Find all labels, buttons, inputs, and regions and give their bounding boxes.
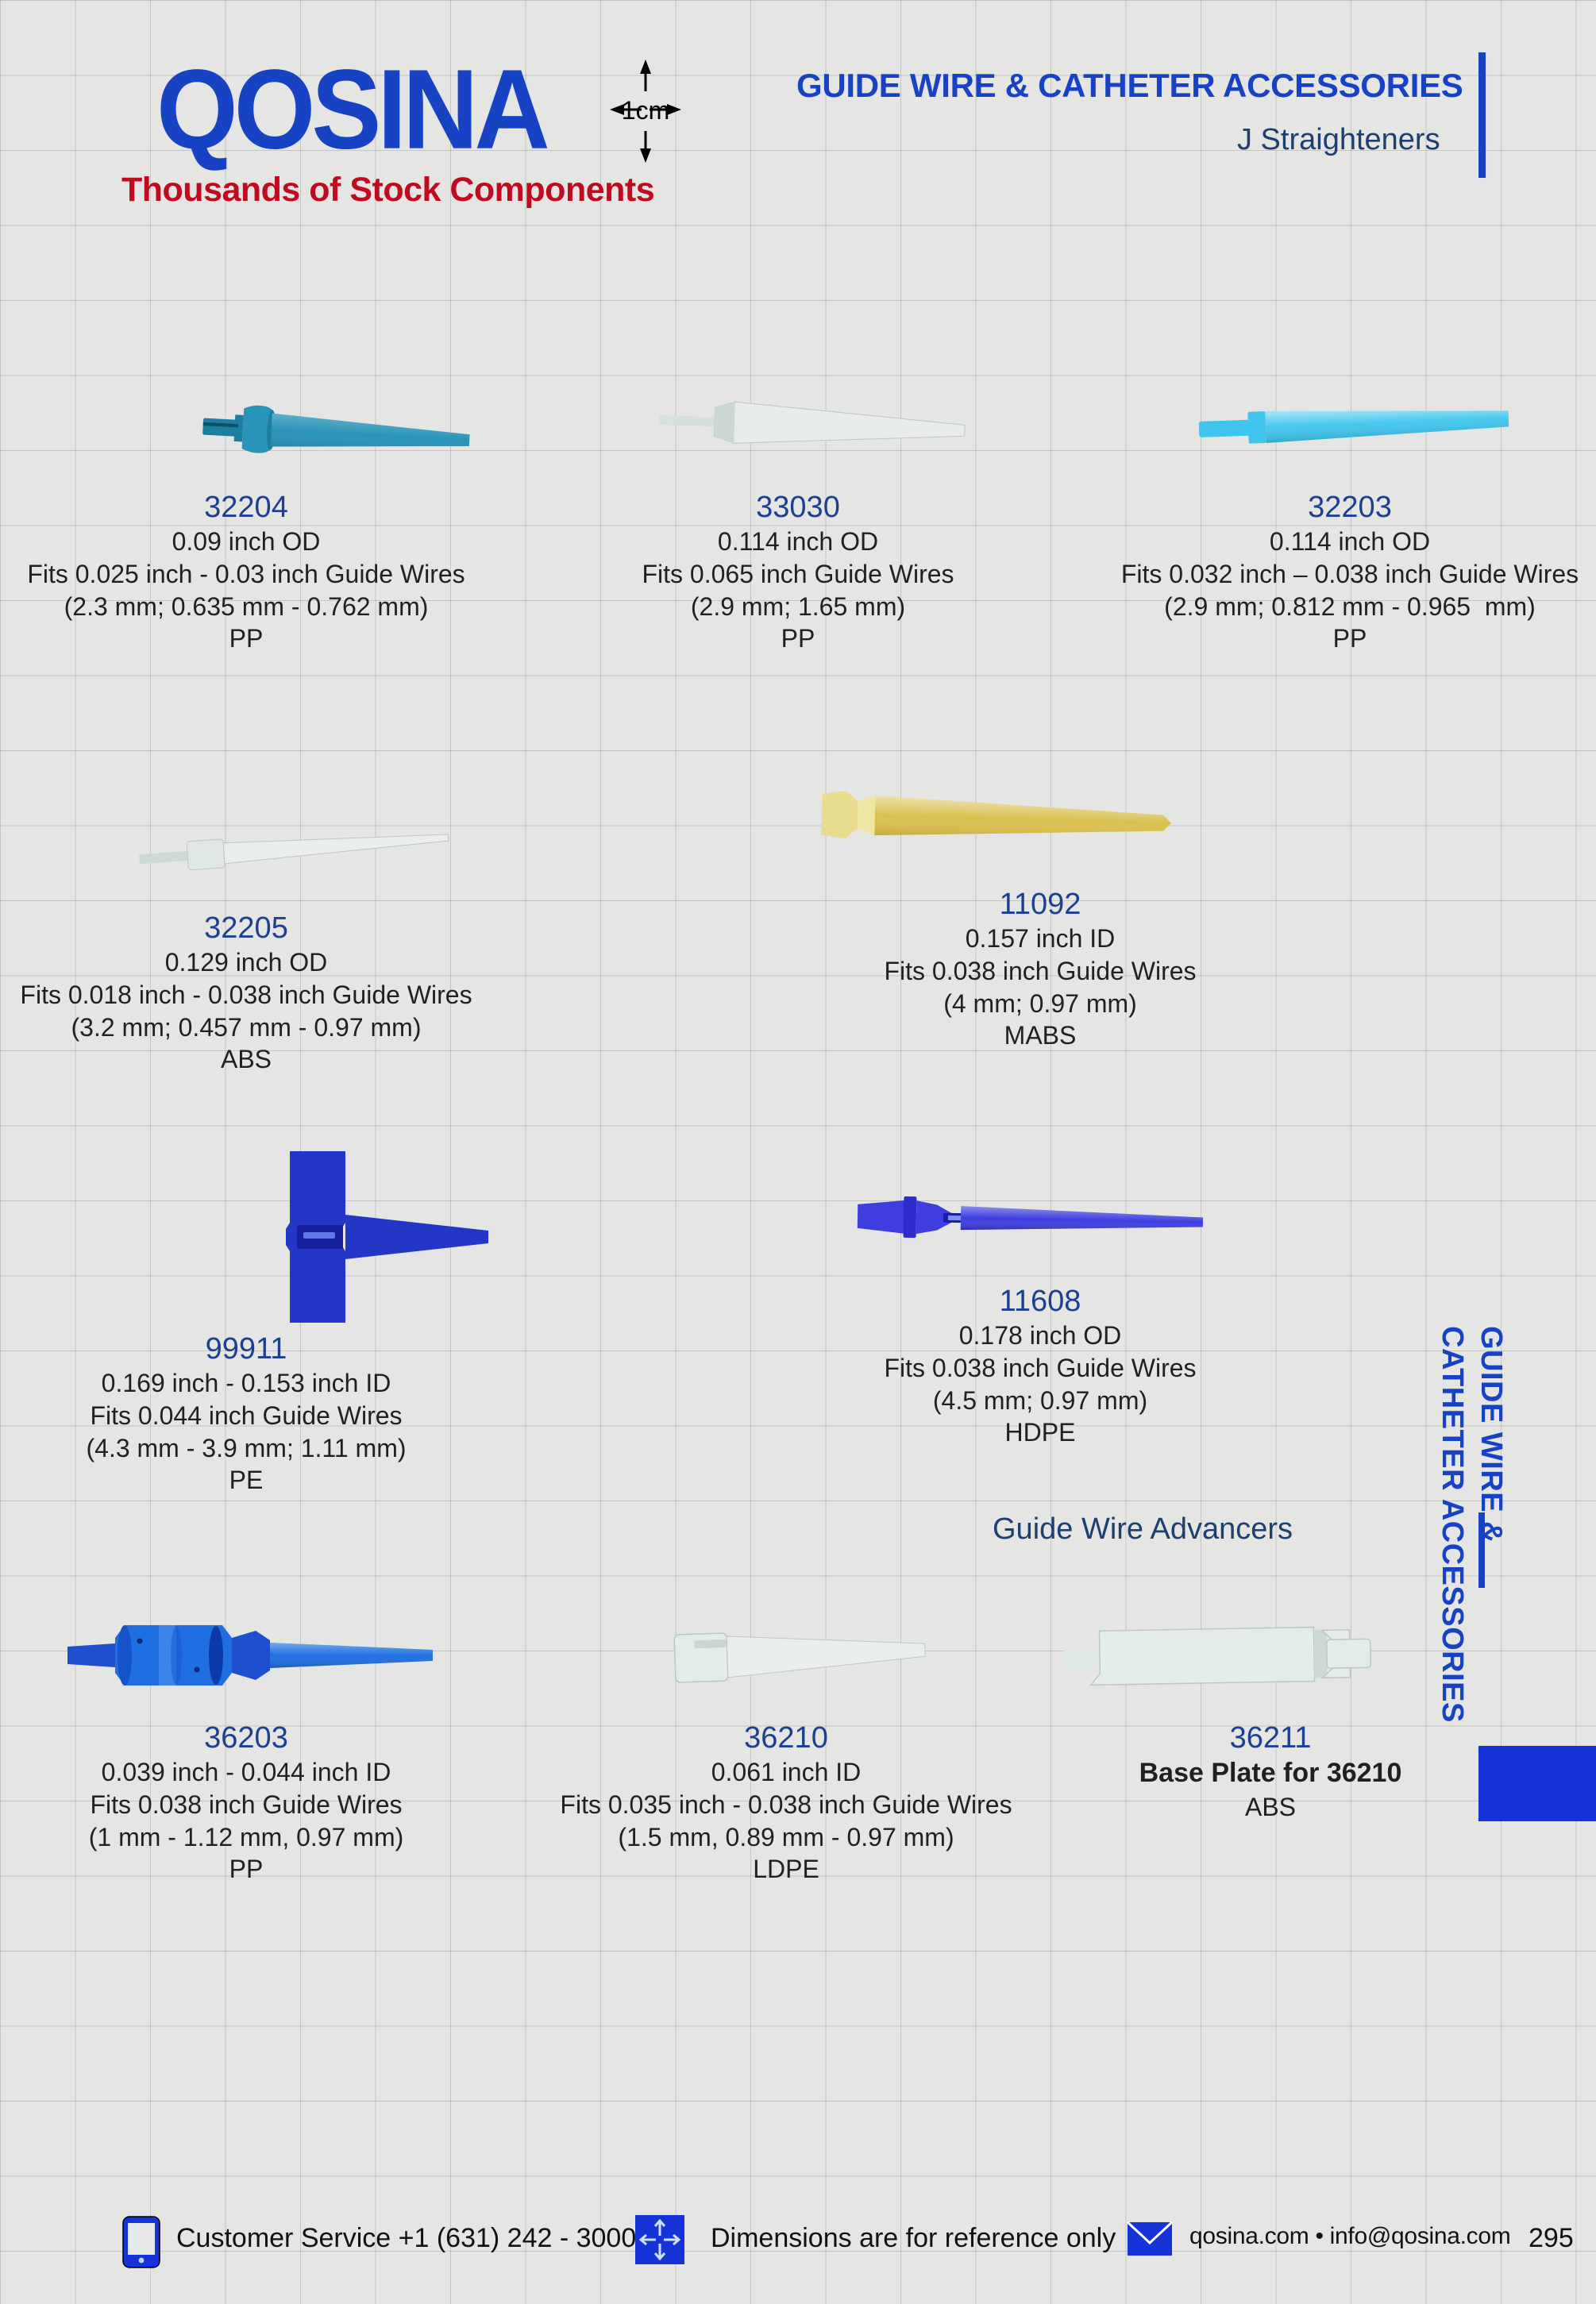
svg-text:1cm: 1cm <box>622 96 669 125</box>
